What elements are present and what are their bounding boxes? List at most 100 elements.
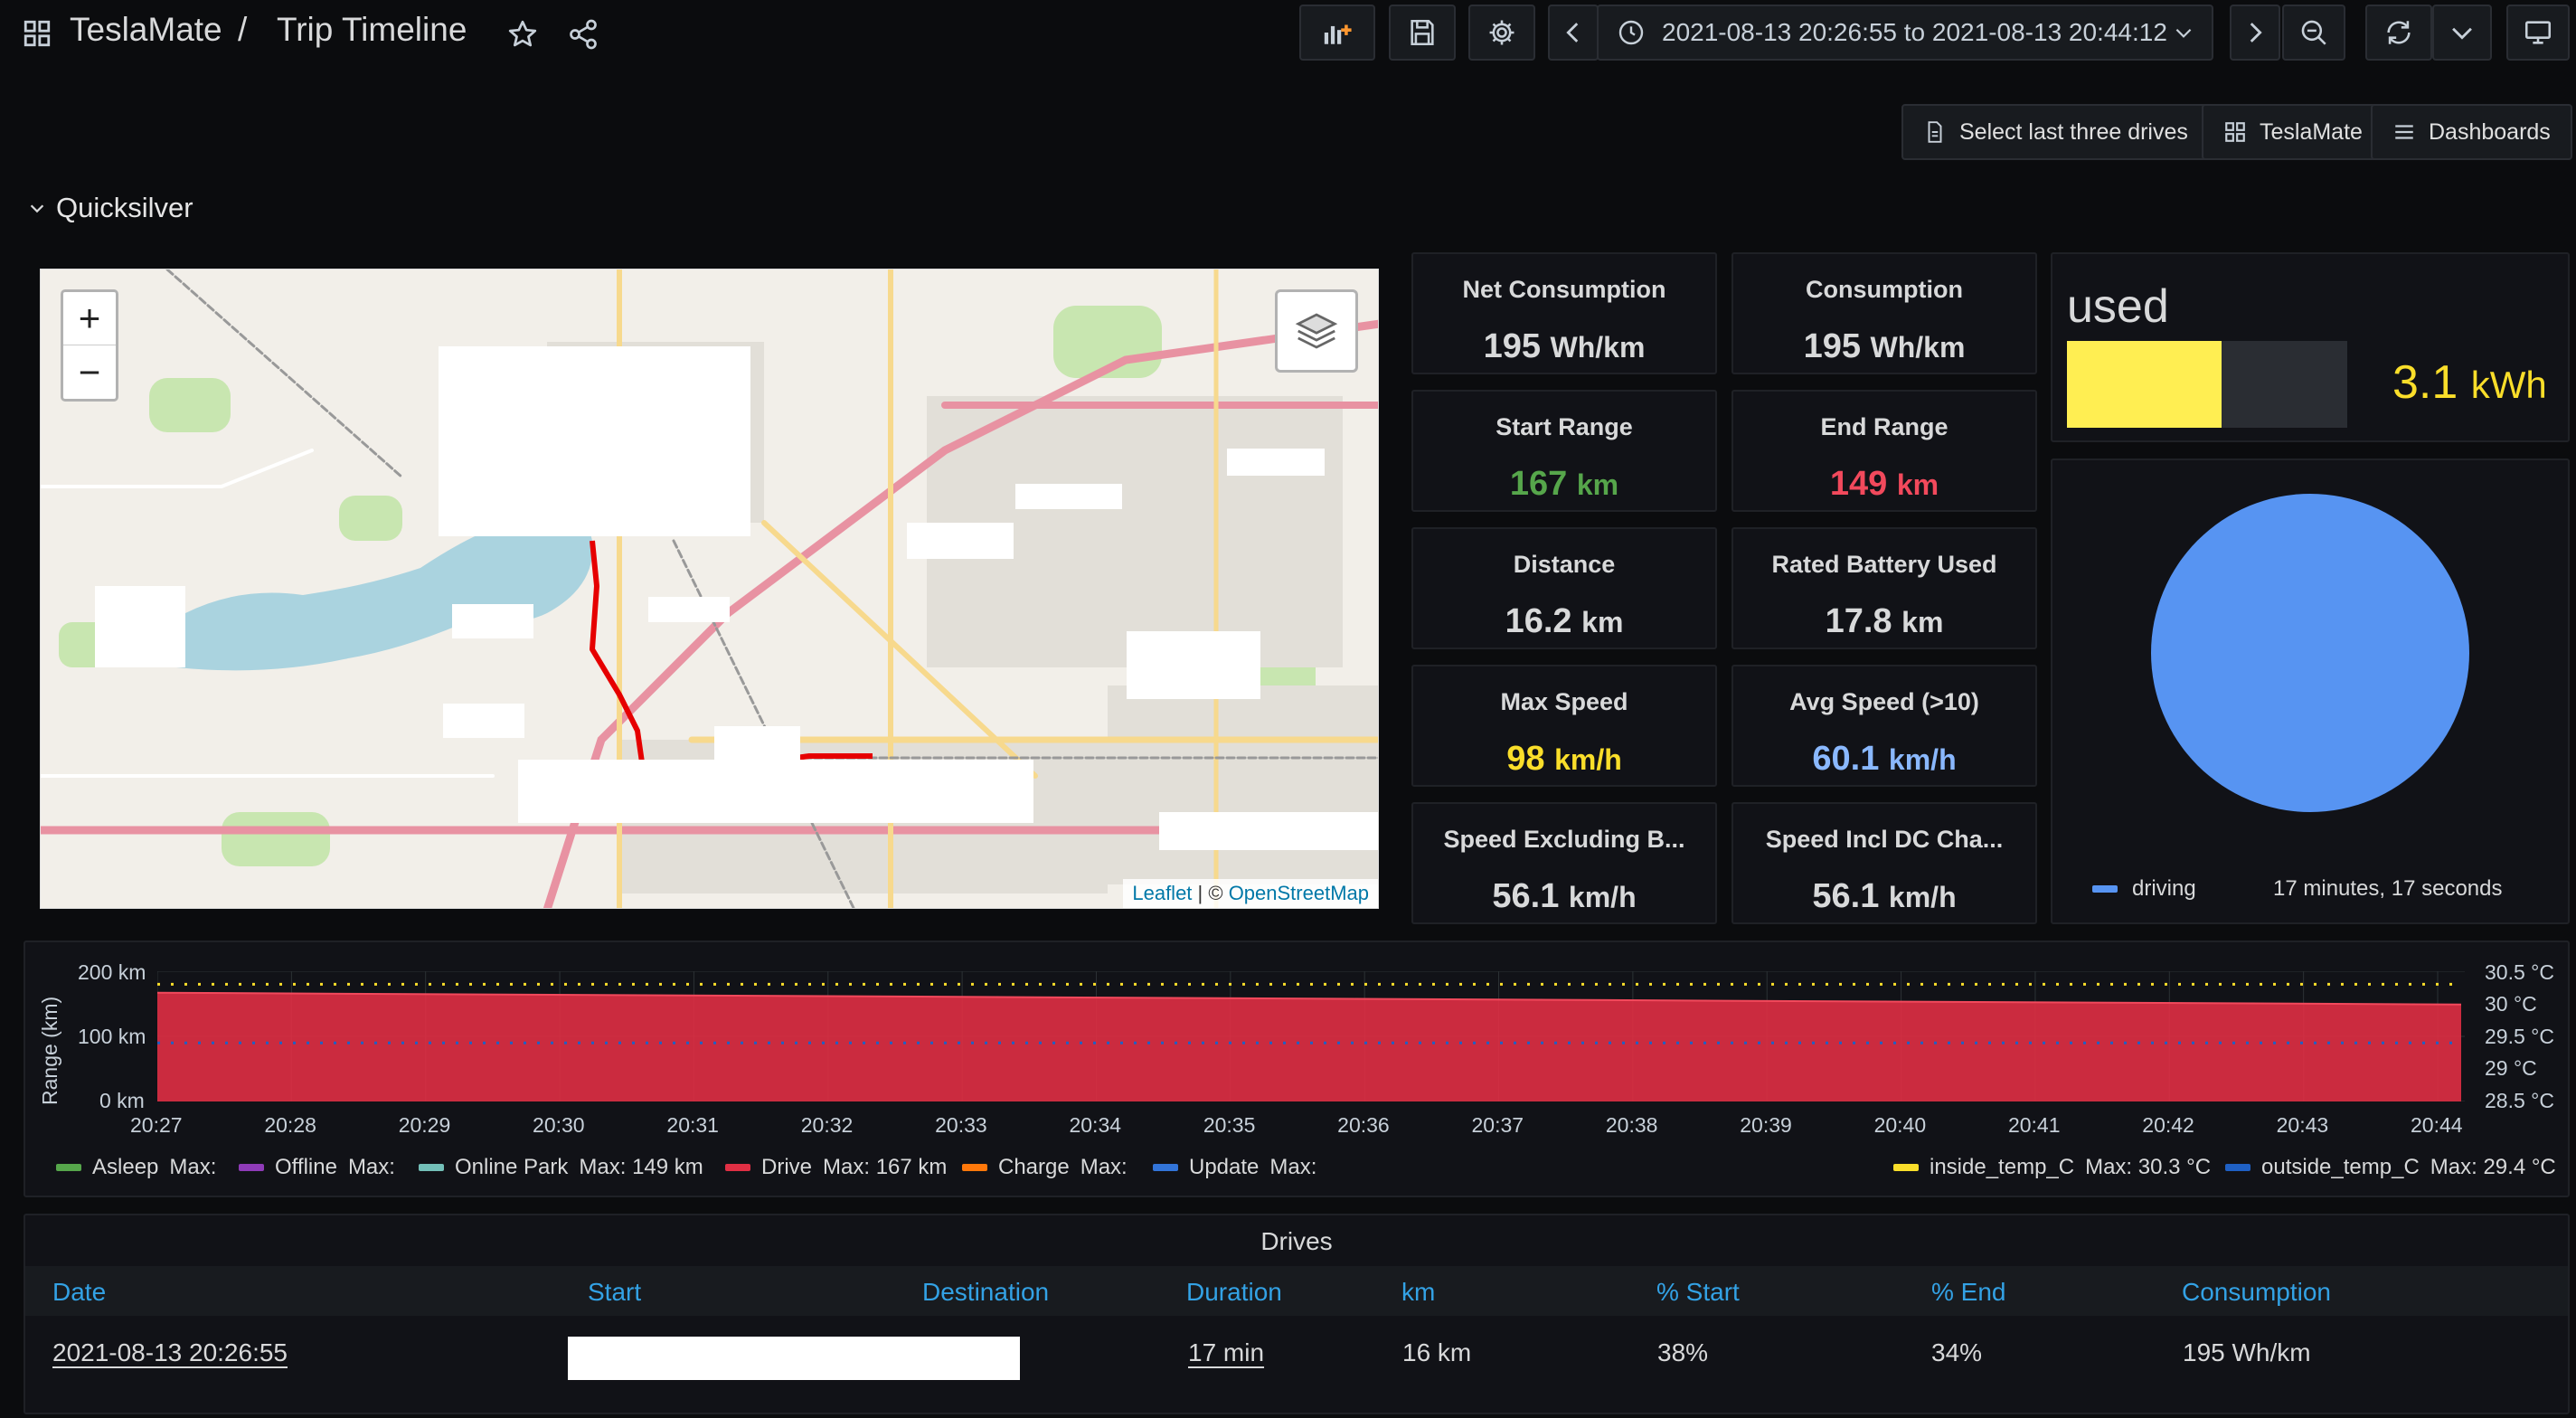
top-bar: TeslaMate / Trip Timeline 2021-08-13 20:… (0, 0, 2576, 65)
settings-button[interactable] (1468, 5, 1535, 61)
state-pie-panel: driving 17 minutes, 17 seconds (2051, 458, 2570, 924)
pie-slice-driving[interactable] (2151, 494, 2469, 812)
chevron-down-icon (2452, 27, 2472, 40)
osm-link[interactable]: OpenStreetMap (1228, 882, 1369, 904)
stat-value-unit: km (1576, 468, 1619, 501)
table-header-row (25, 1266, 2568, 1316)
dashboard-grid-icon (2225, 122, 2245, 142)
time-range-picker[interactable]: 2021-08-13 20:26:55 to 2021-08-13 20:44:… (1597, 5, 2213, 61)
range-graph-plot[interactable] (157, 971, 2465, 1101)
teslamate-link-label: TeslaMate (2260, 118, 2363, 145)
stat-value-number: 16.2 (1505, 602, 1572, 640)
stat-value: 17.8 km (1826, 602, 1944, 641)
map-panel[interactable]: + − Leaflet | © OpenStreetMap (40, 269, 1379, 909)
stat-value-number: 195 (1483, 327, 1541, 365)
legend-item[interactable]: Drive Max: 167 km (725, 1155, 947, 1180)
column-header-km[interactable]: km (1401, 1278, 1436, 1306)
legend-max: Max: 149 km (579, 1155, 703, 1179)
drive-km: 16 km (1402, 1338, 1472, 1366)
x-tick-label: 20:30 (533, 1113, 585, 1137)
stat-title: Consumption (1806, 276, 1963, 303)
legend-name: outside_temp_C (2261, 1155, 2420, 1179)
table-title: Drives (1260, 1227, 1333, 1255)
column-header-start-pct[interactable]: % Start (1656, 1278, 1740, 1306)
star-icon[interactable] (506, 18, 539, 51)
zoom-in-button[interactable]: + (63, 292, 116, 345)
leaflet-link[interactable]: Leaflet (1132, 882, 1193, 904)
layers-icon (1295, 313, 1338, 349)
legend-name: Offline (275, 1155, 337, 1179)
legend-item[interactable]: Offline Max: (239, 1155, 395, 1180)
legend-name: Drive (761, 1155, 813, 1179)
tv-mode-button[interactable] (2506, 5, 2570, 61)
time-shift-back-button[interactable] (1548, 5, 1599, 61)
dashboards-link[interactable]: Dashboards (2371, 104, 2572, 160)
column-header-end-pct[interactable]: % End (1931, 1278, 2006, 1306)
chevron-down-icon (2175, 28, 2192, 38)
drive-duration-link[interactable]: 17 min (1188, 1338, 1265, 1366)
monitor-icon (2524, 21, 2552, 44)
legend-swatch (2092, 885, 2118, 893)
drive-date-link[interactable]: 2021-08-13 20:26:55 (52, 1338, 288, 1366)
x-tick-label: 20:41 (2007, 1113, 2061, 1137)
pie-legend-label[interactable]: driving (2132, 876, 2196, 901)
legend-item[interactable]: outside_temp_C Max: 29.4 °C (2225, 1155, 2556, 1180)
map-attribution: Leaflet | © OpenStreetMap (1123, 879, 1378, 908)
stat-panel: Speed Excluding B... 56.1 km/h (1411, 802, 1717, 924)
breadcrumb-org[interactable]: TeslaMate (70, 11, 222, 48)
legend-item[interactable]: Charge Max: (962, 1155, 1128, 1180)
teslamate-link[interactable]: TeslaMate (2202, 104, 2384, 160)
save-dashboard-button[interactable] (1389, 5, 1456, 61)
legend-max: Max: (1080, 1155, 1128, 1179)
y-tick-100: 100 km (78, 1025, 146, 1048)
time-shift-forward-button[interactable] (2230, 5, 2280, 61)
x-tick-label: 20:32 (800, 1113, 854, 1137)
refresh-interval-dropdown[interactable] (2432, 5, 2492, 61)
x-tick-label: 20:36 (1337, 1113, 1390, 1137)
stat-value: 195 Wh/km (1484, 327, 1646, 366)
time-range-text: 2021-08-13 20:26:55 to 2021-08-13 20:44:… (1662, 18, 2167, 46)
y-tick-200: 200 km (78, 960, 146, 984)
clock-icon (1618, 20, 1644, 45)
column-header-date[interactable]: Date (52, 1278, 107, 1306)
stat-value-unit: Wh/km (1550, 331, 1646, 364)
y2-tick-30: 30 °C (2485, 992, 2537, 1016)
stat-panel: End Range 149 km (1731, 390, 2037, 512)
zoom-out-time-button[interactable] (2282, 5, 2345, 61)
dashboard-grid-icon[interactable] (22, 18, 52, 49)
row-toggle[interactable]: Quicksilver (27, 192, 193, 224)
column-header-duration[interactable]: Duration (1186, 1278, 1282, 1306)
stat-value-number: 56.1 (1812, 877, 1880, 915)
stat-value: 16.2 km (1505, 602, 1624, 641)
share-icon[interactable] (567, 18, 599, 51)
zoom-out-button[interactable]: − (78, 350, 101, 393)
legend-swatch (1893, 1164, 1919, 1171)
drive-start-pct: 38% (1657, 1338, 1709, 1366)
legend-item[interactable]: Asleep Max: (56, 1155, 216, 1180)
stat-value-unit: km/h (1568, 881, 1637, 913)
legend-item[interactable]: Online Park Max: 149 km (419, 1155, 703, 1180)
breadcrumb-separator: / (238, 11, 248, 48)
select-last-drives-link[interactable]: Select last three drives (1901, 104, 2210, 160)
stat-title: Max Speed (1500, 688, 1628, 715)
legend-max: Max: (1269, 1155, 1317, 1179)
stat-value: 60.1 km/h (1812, 740, 1956, 779)
x-tick-label: 20:35 (1203, 1113, 1256, 1137)
stat-title: Speed Incl DC Cha... (1765, 826, 2004, 853)
column-header-destination[interactable]: Destination (922, 1278, 1050, 1306)
select-last-drives-label: Select last three drives (1959, 118, 2188, 145)
legend-swatch (56, 1164, 81, 1171)
refresh-button[interactable] (2365, 5, 2432, 61)
drive-end-pct: 34% (1931, 1338, 1983, 1366)
x-tick-label: 20:27 (130, 1113, 183, 1137)
energy-used-label: used (2067, 280, 2169, 333)
legend-item[interactable]: Update Max: (1153, 1155, 1316, 1180)
chevron-right-icon (2250, 23, 2262, 43)
legend-swatch (2225, 1164, 2250, 1171)
page-title[interactable]: Trip Timeline (277, 11, 467, 48)
legend-item[interactable]: inside_temp_C Max: 30.3 °C (1893, 1155, 2211, 1180)
layers-button[interactable] (1275, 289, 1358, 373)
column-header-start[interactable]: Start (588, 1278, 642, 1306)
add-panel-button[interactable] (1299, 5, 1375, 61)
column-header-consumption[interactable]: Consumption (2182, 1278, 2331, 1306)
